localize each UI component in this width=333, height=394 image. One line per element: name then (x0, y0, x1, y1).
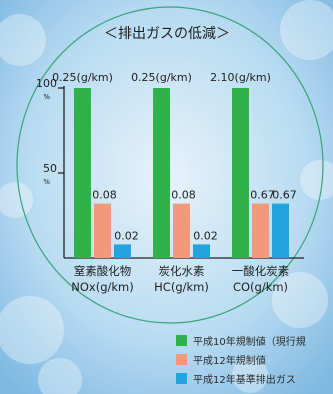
data-label: 0.02 (114, 229, 139, 242)
bar (272, 203, 289, 258)
data-label: 0.25(g/km) (52, 71, 113, 84)
chart-ellipse (16, 6, 324, 324)
data-label: 0.08 (171, 189, 196, 202)
data-label: 2.10(g/km) (210, 71, 271, 84)
legend: 平成10年規制値（現行規 平成12年規制値 平成12年基準排出ガス (176, 331, 333, 388)
legend-swatch-salmon (176, 354, 187, 365)
data-label: 0.25(g/km) (131, 71, 192, 84)
chart-title: ＜排出ガスの低減＞ (104, 25, 230, 42)
category-label: 炭化水素 (159, 264, 205, 278)
bar (74, 88, 91, 258)
category-unit-label: CO(g/km) (233, 280, 288, 294)
bar (252, 203, 269, 258)
bar (94, 203, 111, 258)
legend-swatch-blue (176, 373, 187, 384)
bar (153, 88, 170, 258)
category-unit-label: NOx(g/km) (71, 280, 133, 294)
bar (173, 203, 190, 258)
y-tick-label: 50 (43, 162, 57, 175)
data-label: 0.08 (92, 189, 117, 202)
legend-label: 平成10年規制値（現行規 (193, 337, 306, 348)
category-unit-label: HC(g/km) (154, 280, 209, 294)
legend-item-h12-standard: 平成12年基準排出ガス (176, 369, 333, 388)
legend-swatch-green (176, 335, 187, 346)
bar (232, 88, 249, 258)
category-label: 一酸化炭素 (232, 264, 290, 278)
y-tick-label: 100 (36, 77, 57, 90)
bar (193, 244, 210, 258)
y-tick-unit: % (43, 93, 50, 101)
legend-label: 平成12年規制値 (193, 356, 266, 367)
data-label: 0.67 (272, 189, 297, 202)
category-label: 窒素酸化物 (74, 264, 132, 278)
bar (114, 244, 131, 258)
data-label: 0.02 (193, 229, 218, 242)
legend-label: 平成12年基準排出ガス (193, 375, 296, 386)
legend-item-h12: 平成12年規制値 (176, 350, 333, 369)
legend-item-h10: 平成10年規制値（現行規 (176, 331, 333, 350)
data-label: 0.67 (250, 189, 275, 202)
y-tick-unit: % (43, 178, 50, 186)
